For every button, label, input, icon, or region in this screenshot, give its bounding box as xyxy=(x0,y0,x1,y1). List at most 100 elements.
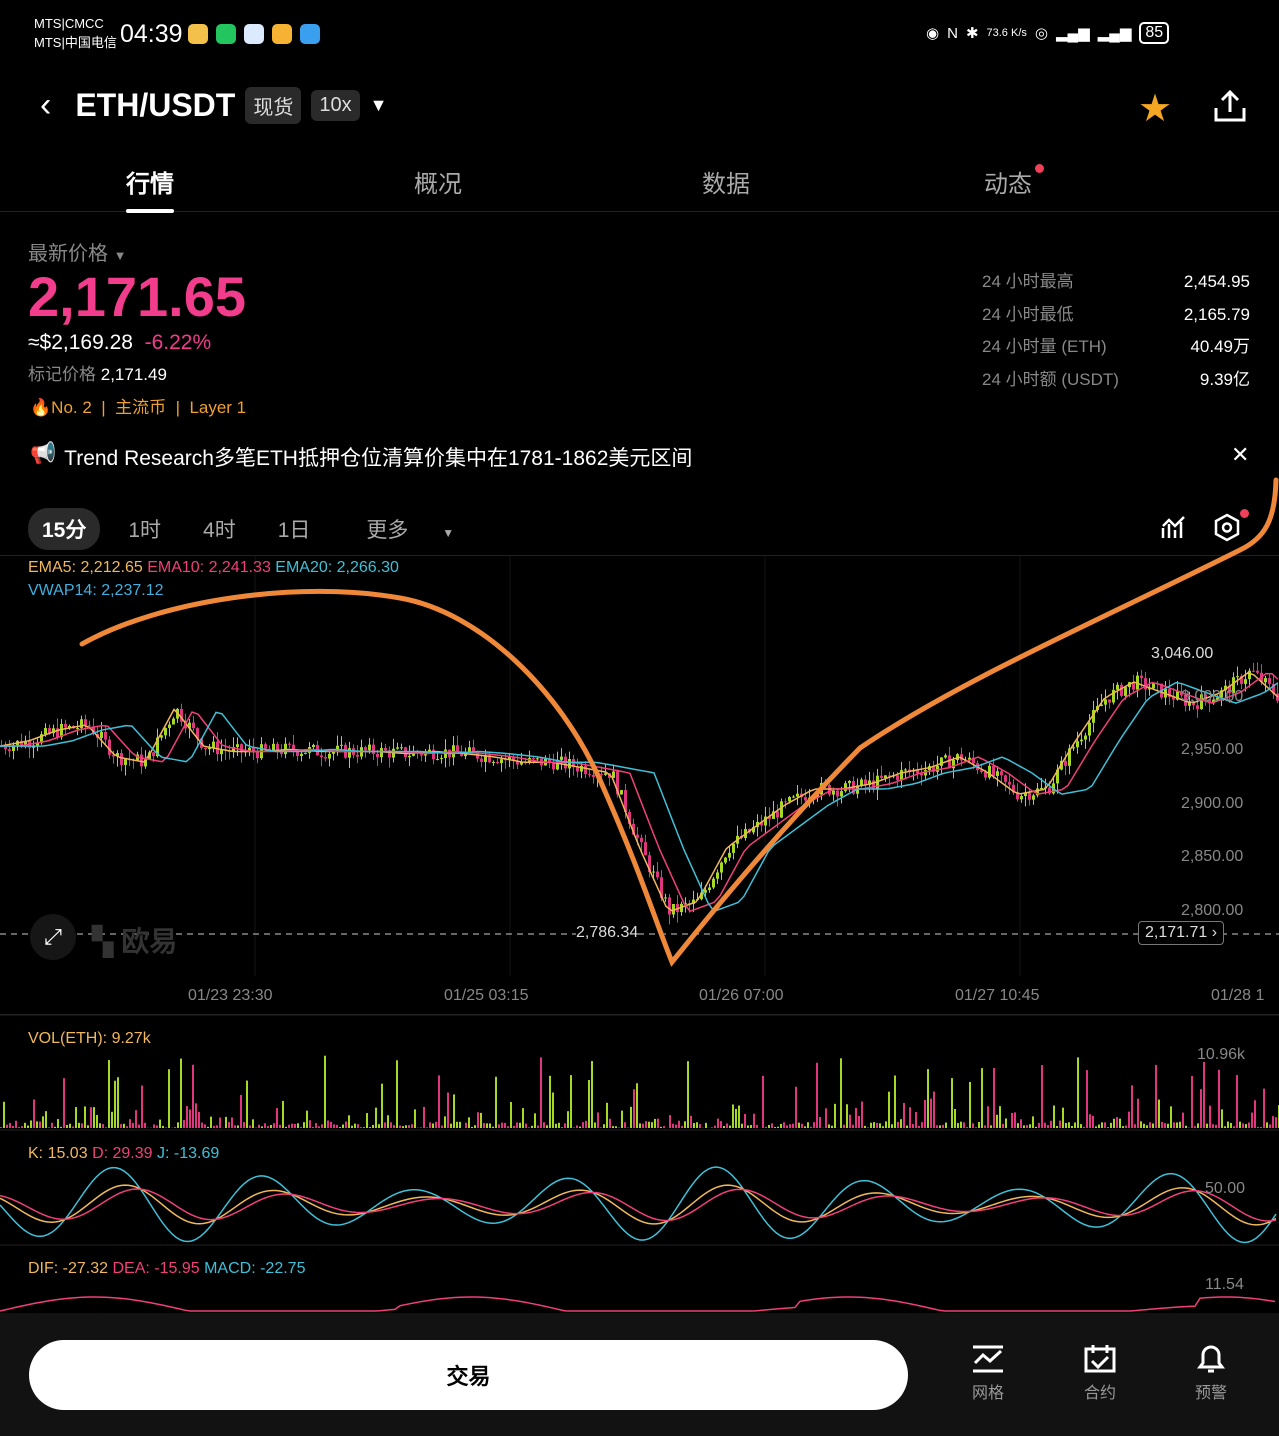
volume-bar xyxy=(432,1123,434,1128)
candle xyxy=(784,801,787,803)
indicator-icon[interactable] xyxy=(1160,514,1188,542)
volume-bar xyxy=(363,1127,365,1128)
wechat-icon xyxy=(216,24,236,44)
volume-bar xyxy=(945,1122,947,1128)
candlestick-chart[interactable] xyxy=(0,555,1279,1015)
y-tick: 3,000.00 xyxy=(1181,688,1244,705)
app-icon xyxy=(300,24,320,44)
candle xyxy=(668,897,671,915)
volume-bar xyxy=(348,1115,350,1128)
volume-bar xyxy=(675,1124,677,1128)
tab-overview[interactable]: 概况 xyxy=(414,171,462,198)
settings-icon[interactable] xyxy=(1212,512,1242,544)
volume-bar xyxy=(630,1106,632,1128)
volume-bar xyxy=(159,1119,161,1128)
volume-bar xyxy=(798,1122,800,1128)
candle xyxy=(256,752,259,759)
category-tag[interactable]: Layer 1 xyxy=(189,398,247,417)
indicator-panels[interactable] xyxy=(0,1015,1279,1313)
volume-bar xyxy=(306,1110,308,1128)
volume-bar xyxy=(483,1123,485,1128)
interval-4h[interactable]: 4时 xyxy=(203,519,236,542)
grid-button[interactable]: 网格 xyxy=(958,1343,1018,1403)
y-tick: 2,850.00 xyxy=(1181,848,1244,865)
rank-tag[interactable]: No. 2 xyxy=(51,398,92,417)
interval-1h[interactable]: 1时 xyxy=(128,519,162,542)
volume-bar xyxy=(651,1122,653,1128)
system-status: ◉ Ν ✱ 73.6 K/s ◎ ▂▄▆ ▂▄▆ 85 xyxy=(926,22,1170,44)
chevron-down-icon: ▼ xyxy=(113,248,127,263)
volume-bar xyxy=(1224,1126,1226,1128)
volume-bar xyxy=(795,1086,797,1128)
volume-bar xyxy=(81,1123,83,1128)
candle xyxy=(60,724,63,738)
volume-bar xyxy=(531,1125,533,1128)
ema20-value: EMA20: 2,266.30 xyxy=(275,559,399,576)
favorite-star-icon[interactable]: ★ xyxy=(1138,88,1173,130)
candle xyxy=(64,724,67,728)
volume-bar xyxy=(975,1127,977,1128)
network-speed: 73.6 K/s xyxy=(986,27,1027,39)
volume-bar xyxy=(207,1126,209,1128)
share-icon[interactable] xyxy=(1212,88,1248,124)
volume-bar xyxy=(42,1116,44,1128)
volume-bar xyxy=(1128,1111,1130,1128)
contract-button[interactable]: 合约 xyxy=(1070,1343,1130,1403)
pair-dropdown-icon[interactable]: ▼ xyxy=(369,95,388,115)
volume-bar xyxy=(441,1125,443,1128)
volume-bar xyxy=(1215,1124,1217,1128)
news-ticker[interactable]: 📢 Trend Research多笔ETH抵押仓位清算价集中在1781-1862美… xyxy=(30,442,692,472)
price-type-selector[interactable]: 最新价格 ▼ xyxy=(28,237,126,266)
volume-bar xyxy=(783,1122,785,1128)
candle xyxy=(436,758,439,760)
candle xyxy=(8,749,11,751)
tab-news[interactable]: 动态 xyxy=(984,171,1032,198)
candle xyxy=(440,757,443,759)
stat-value: 2,454.95 xyxy=(1183,272,1250,291)
volume-bar xyxy=(342,1124,344,1128)
volume-bar xyxy=(1149,1122,1151,1128)
trade-button[interactable]: 交易 xyxy=(29,1340,908,1410)
volume-bar xyxy=(537,1125,539,1128)
x-tick: 01/23 23:30 xyxy=(188,987,273,1004)
volume-bar xyxy=(90,1107,92,1128)
volume-bar xyxy=(1035,1126,1037,1128)
tab-market[interactable]: 行情 xyxy=(126,164,174,213)
current-price-tag[interactable]: 2,171.71 › xyxy=(1138,921,1225,945)
alert-button[interactable]: 预警 xyxy=(1181,1343,1241,1403)
volume-bar xyxy=(399,1125,401,1128)
volume-bar xyxy=(669,1115,671,1128)
volume-bar xyxy=(1263,1088,1265,1128)
volume-bar xyxy=(177,1122,179,1128)
volume-bar xyxy=(879,1123,881,1128)
volume-bar xyxy=(597,1112,599,1128)
volume-bar xyxy=(372,1124,374,1128)
volume-bar xyxy=(1194,1126,1196,1128)
back-button[interactable]: ‹ xyxy=(40,86,52,124)
volume-bar xyxy=(1182,1112,1184,1128)
interval-more[interactable]: 更多 ▼ xyxy=(338,508,482,550)
interval-15m[interactable]: 15分 xyxy=(28,508,101,550)
volume-bar xyxy=(264,1123,266,1128)
volume-bar xyxy=(354,1123,356,1128)
volume-bar xyxy=(1248,1122,1250,1128)
close-icon[interactable]: ✕ xyxy=(1231,442,1250,467)
candle xyxy=(1028,792,1031,800)
volume-bar xyxy=(420,1127,422,1128)
volume-bar xyxy=(138,1124,140,1128)
news-text[interactable]: Trend Research多笔ETH抵押仓位清算价集中在1781-1862美元… xyxy=(64,447,693,470)
volume-bar xyxy=(918,1125,920,1128)
pair-title[interactable]: ETH/USDT xyxy=(75,87,236,123)
fullscreen-icon[interactable]: ⤢ xyxy=(30,914,76,960)
volume-bar xyxy=(135,1110,137,1128)
volume-bar xyxy=(855,1107,857,1128)
volume-bar xyxy=(573,1127,575,1128)
interval-1d[interactable]: 1日 xyxy=(277,519,311,542)
category-tag[interactable]: 主流币 xyxy=(115,398,167,417)
alert-label: 预警 xyxy=(1194,1385,1227,1402)
volume-bar xyxy=(120,1124,122,1128)
tab-data[interactable]: 数据 xyxy=(702,171,750,198)
candle xyxy=(192,722,195,729)
volume-bar xyxy=(1119,1118,1121,1128)
volume-bar xyxy=(1185,1125,1187,1128)
